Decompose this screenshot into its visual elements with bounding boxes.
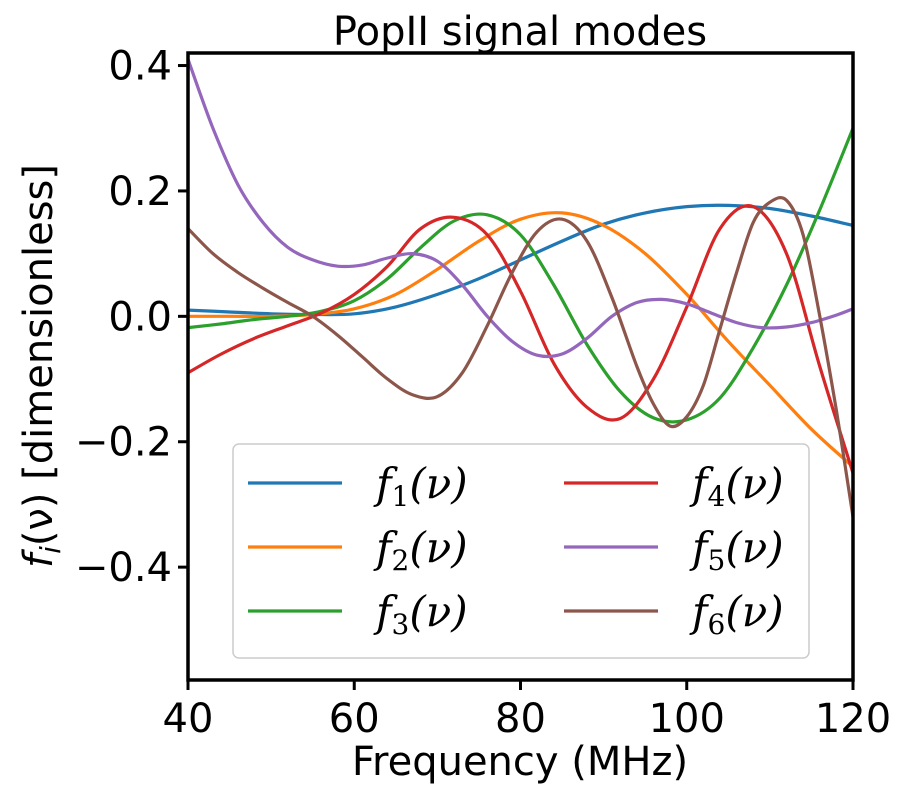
y-tick-label: −0.4 [75,545,172,591]
y-tick-label: 0.2 [108,169,172,215]
y-ticks: 0.4 0.2 0.0 −0.2 −0.4 [75,44,188,591]
legend-label-f5: f5(ν) [689,523,784,577]
y-tick-label: −0.2 [75,420,172,466]
y-tick-label: 0.0 [108,294,172,340]
series-line-f2 [188,211,853,468]
legend-label-f6: f6(ν) [689,587,784,641]
x-tick-label: 120 [815,696,891,742]
series-line-f3 [188,127,853,424]
legend-label-f2: f2(ν) [373,523,468,577]
x-tick-label: 80 [495,696,546,742]
series-layer [188,58,853,518]
series-line-f5 [188,58,853,359]
x-ticks: 40 60 80 100 120 [163,680,891,742]
x-tick-label: 60 [329,696,380,742]
legend: f1(ν) f2(ν) f3(ν) f4(ν) f5(ν) f6(ν) [232,443,810,659]
y-axis-label: fi(ν) [dimensionless] [16,164,67,568]
chart-title: PopII signal modes [333,9,707,55]
x-tick-label: 40 [163,696,214,742]
series-line-f6 [188,195,853,518]
y-tick-label: 0.4 [108,44,172,90]
legend-label-f3: f3(ν) [373,587,468,641]
legend-label-f4: f4(ν) [689,459,784,513]
x-axis-label: Frequency (MHz) [352,739,688,785]
legend-box [232,443,810,659]
series-line-f4 [188,204,853,474]
x-tick-label: 100 [649,696,725,742]
legend-label-f1: f1(ν) [373,459,468,513]
